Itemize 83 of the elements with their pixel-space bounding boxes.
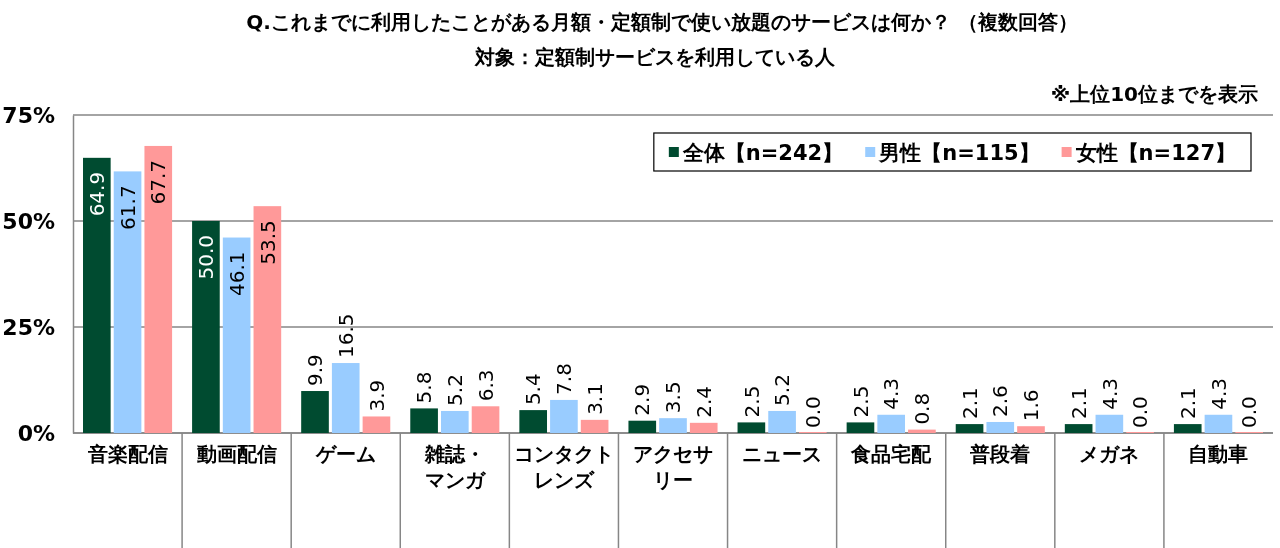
bar: [1064, 424, 1093, 433]
x-tick-label: 自動車: [1188, 442, 1249, 466]
data-label: 46.1: [224, 251, 249, 297]
data-label: 5.8: [412, 371, 437, 404]
bar: [113, 171, 142, 433]
y-tick-label: 0%: [17, 420, 55, 446]
bar: [1173, 424, 1202, 433]
data-label: 0.8: [910, 392, 935, 425]
bar: [877, 414, 906, 433]
bar: [689, 422, 718, 433]
y-tick-label: 75%: [2, 102, 55, 128]
data-label: 2.5: [739, 385, 764, 418]
data-label: 0.0: [1237, 396, 1262, 428]
bar: [362, 416, 391, 433]
data-label: 2.1: [957, 387, 982, 420]
chart-title: Q.これまでに利用したことがある月額・定額制で使い放題のサービスは何か？ （複数回答）: [246, 10, 1078, 34]
legend-label: 女性【n=127】: [1074, 140, 1236, 165]
x-tick-label: メガネ: [1079, 442, 1140, 466]
bar: [410, 408, 438, 433]
x-tick-label: コンタクトレンズ: [513, 442, 614, 492]
data-label: 5.2: [770, 374, 795, 406]
data-label: 16.5: [333, 313, 358, 359]
data-label: 4.3: [1206, 377, 1231, 410]
bar: [83, 157, 111, 433]
data-label: 2.4: [691, 386, 716, 418]
text: ※上位10位までを表示: [1050, 82, 1258, 106]
data-label: 3.5: [661, 381, 686, 414]
bar: [580, 419, 609, 433]
bar: [1017, 426, 1045, 433]
data-label: 1.6: [1019, 389, 1044, 422]
x-tick-label: 普段着: [969, 442, 1031, 466]
bar: [144, 145, 173, 433]
x-tick-label: ゲーム: [314, 442, 376, 466]
legend-label: 全体【n=242】: [681, 140, 844, 165]
bar: [440, 410, 469, 433]
data-label: 6.3: [473, 369, 498, 402]
data-label: 2.5: [848, 385, 873, 418]
bar: [222, 237, 251, 433]
bar: [331, 363, 360, 433]
x-tick-label: 音楽配信: [86, 442, 168, 466]
data-label: 0.0: [801, 396, 826, 428]
data-label: 5.2: [443, 374, 468, 406]
data-label: 0.0: [1128, 396, 1153, 428]
x-tick-label: 食品宅配: [850, 442, 933, 466]
bar: [768, 410, 796, 433]
data-label: 2.9: [630, 383, 655, 416]
data-label: 5.4: [521, 373, 546, 406]
data-label: 53.5: [255, 220, 280, 265]
data-label: 50.0: [194, 235, 219, 280]
legend-label: 男性【n=115】: [878, 140, 1040, 165]
data-label: 64.9: [85, 171, 110, 217]
bar: [471, 406, 500, 433]
bar: [301, 391, 329, 433]
bar: [1095, 414, 1124, 433]
data-label: 9.9: [303, 354, 328, 387]
x-tick-label: ニュース: [742, 442, 823, 466]
x-tick-label: アクセサリー: [633, 442, 713, 492]
bar: [955, 424, 984, 433]
data-label: 67.7: [146, 159, 171, 205]
data-label: 61.7: [115, 185, 140, 230]
data-label: 3.9: [364, 379, 389, 412]
data-label: 2.1: [1175, 387, 1200, 420]
bar: [1204, 414, 1233, 433]
x-tick-label: 雑誌・マンガ: [423, 442, 487, 492]
y-tick-label: 50%: [2, 208, 55, 234]
y-tick-label: 25%: [2, 314, 55, 340]
data-label: 2.1: [1066, 387, 1091, 420]
bar: [986, 421, 1015, 433]
bar: [253, 206, 282, 433]
bar: [550, 399, 578, 433]
bar: [628, 420, 657, 433]
data-label: 3.1: [582, 383, 607, 415]
bar: [192, 221, 220, 433]
chart-subtitle: 対象：定額制サービスを利用している人: [474, 45, 836, 69]
data-label: 2.6: [988, 385, 1013, 417]
bar: [519, 410, 548, 433]
bar: [659, 418, 687, 433]
x-tick-label: 動画配信: [195, 442, 277, 466]
data-label: 7.8: [552, 363, 577, 395]
bar: [737, 422, 766, 433]
data-label: 4.3: [1097, 377, 1122, 410]
data-label: 4.3: [879, 377, 904, 410]
bar: [846, 422, 875, 433]
